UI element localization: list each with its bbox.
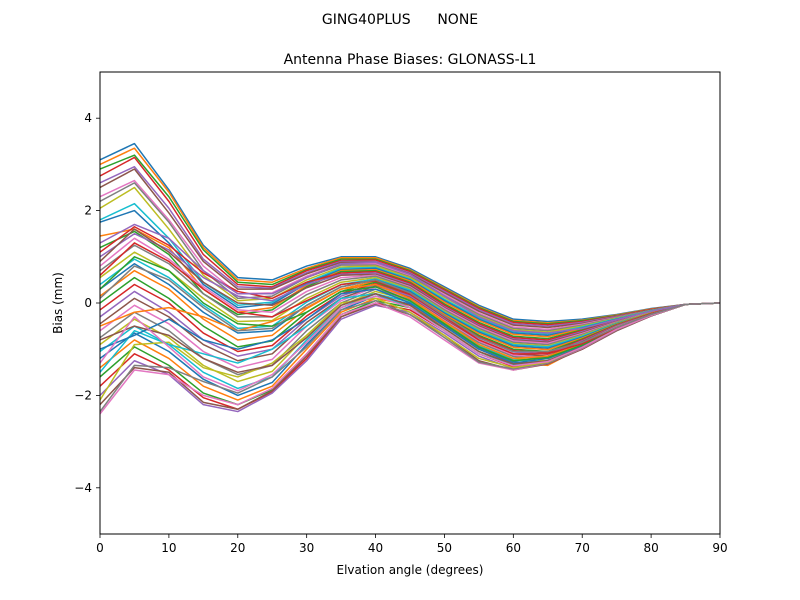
series-layer bbox=[100, 142, 720, 415]
y-tick-label: −4 bbox=[74, 481, 92, 495]
x-tick-label: 30 bbox=[299, 541, 314, 555]
series-line-47 bbox=[100, 295, 720, 392]
x-tick-label: 60 bbox=[506, 541, 521, 555]
x-axis-label: Elvation angle (degrees) bbox=[337, 563, 484, 577]
x-tick-label: 0 bbox=[96, 541, 104, 555]
x-tick-label: 40 bbox=[368, 541, 383, 555]
y-tick-label: 2 bbox=[84, 204, 92, 218]
plot-area bbox=[99, 71, 721, 535]
x-tick-label: 70 bbox=[575, 541, 590, 555]
x-tick-label: 80 bbox=[643, 541, 658, 555]
figure-suptitle: GING40PLUS NONE bbox=[322, 12, 478, 28]
chart-title: Antenna Phase Biases: GLONASS-L1 bbox=[284, 52, 537, 68]
y-tick-label: 4 bbox=[84, 111, 92, 125]
x-tick-label: 90 bbox=[712, 541, 727, 555]
x-tick-label: 10 bbox=[161, 541, 176, 555]
y-tick-label: 0 bbox=[84, 296, 92, 310]
y-tick-label: −2 bbox=[74, 388, 92, 402]
series-line-45 bbox=[100, 223, 720, 334]
x-axis: 0 10 20 30 40 50 60 70 80 90 bbox=[96, 534, 728, 555]
y-axis: −4 −2 0 2 4 bbox=[74, 111, 100, 495]
x-tick-label: 20 bbox=[230, 541, 245, 555]
y-axis-label: Bias (mm) bbox=[51, 272, 65, 334]
x-tick-label: 50 bbox=[437, 541, 452, 555]
series-line-48 bbox=[100, 265, 720, 353]
